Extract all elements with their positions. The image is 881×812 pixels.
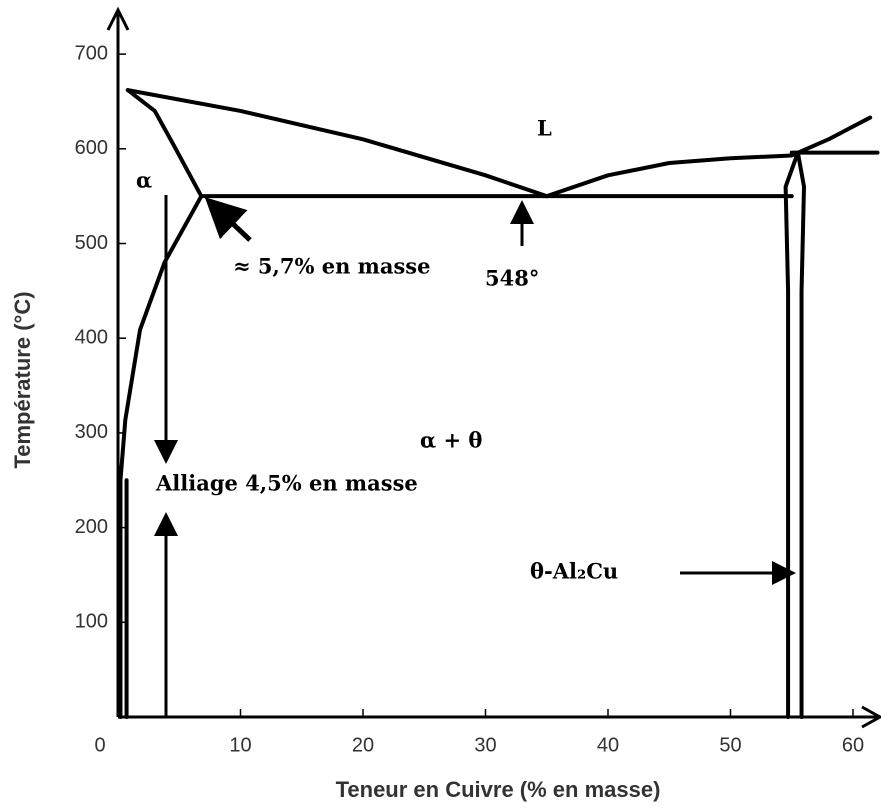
phase-boundary [783, 150, 800, 719]
x-axis-arrow [861, 705, 881, 729]
x-tick-label: 40 [597, 734, 619, 756]
y-axis-label: Température (°C) [10, 291, 35, 468]
y-tick-label: 700 [75, 42, 108, 64]
y-tick-label: 100 [75, 611, 108, 633]
y-tick-label: 600 [75, 137, 108, 159]
phase-boundary [125, 88, 204, 199]
y-tick-label: 200 [75, 516, 108, 538]
x-tick-label: 60 [842, 734, 864, 756]
x-tick-label: 50 [719, 734, 741, 756]
annotation: α [136, 168, 152, 193]
phase-boundary [125, 88, 549, 199]
annotation: α + θ [420, 428, 482, 453]
arrow [204, 197, 252, 242]
y-axis-arrow [106, 6, 130, 31]
phase-boundary [795, 150, 806, 719]
annotation: 548° [485, 266, 539, 291]
x-tick-label: 30 [474, 734, 496, 756]
x-tick-label: 10 [229, 734, 251, 756]
x-tick-label: 20 [352, 734, 374, 756]
y-tick-label: 300 [75, 421, 108, 443]
phase-boundary [544, 115, 873, 199]
annotation: L [537, 116, 552, 141]
annotation: Alliage 4,5% en masse [155, 471, 418, 496]
x-axis-label: Teneur en Cuivre (% en masse) [336, 777, 661, 802]
phase-boundary [118, 194, 204, 719]
y-tick-label: 400 [75, 326, 108, 348]
annotation: ≈ 5,7% en masse [233, 254, 430, 279]
x-tick-label: 0 [94, 734, 105, 756]
y-tick-label: 500 [75, 232, 108, 254]
annotation: θ-Al₂Cu [530, 559, 618, 584]
